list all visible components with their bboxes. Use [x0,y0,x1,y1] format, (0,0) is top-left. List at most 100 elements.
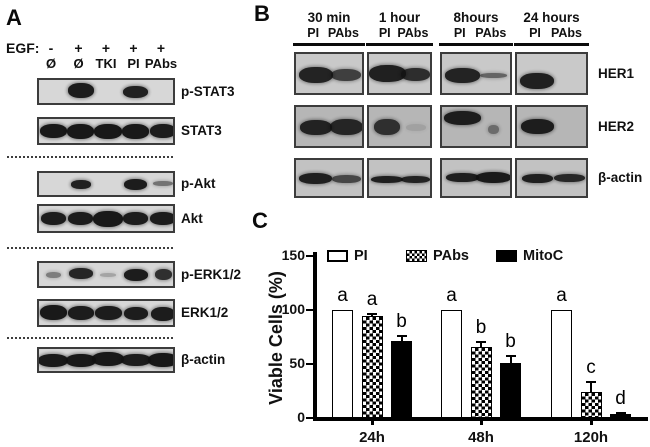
legend-label: PI [354,248,368,264]
blot-band [401,175,430,183]
blot-label: HER2 [598,118,635,134]
bar-mitoc-120h [610,413,631,418]
blot-band [476,171,510,183]
blot-band [70,179,91,189]
lane-label: PI [307,26,320,40]
y-tick [306,416,313,419]
error-bar-cap [367,313,377,316]
blot-band [94,306,122,320]
blot-band [554,174,586,182]
legend-swatch-pi [327,250,348,262]
error-bar-cap [476,341,486,344]
legend-label: MitoC [523,248,564,264]
lane-label: PI [127,56,140,71]
lane-label: PAbs [327,26,359,40]
blot-band [443,110,481,125]
blot-band [93,210,123,227]
lane-label: PAbs [397,26,429,40]
section-divider [7,247,173,249]
error-bar-cap [615,411,626,414]
panel-c-label: C [252,208,268,233]
sig-letter: b [505,331,516,353]
blot-band [120,354,151,366]
blot-band [39,353,68,367]
blot-band [445,172,479,182]
error-bar-cap [586,381,596,384]
x-category-label: 120h [573,429,609,446]
blot-label: p-Akt [181,176,216,191]
blot-band [123,85,148,98]
error-bar-line [509,356,512,368]
lane-label: TKI [95,56,117,71]
blot-box [37,261,175,288]
blot-band [331,175,361,183]
blot-band [154,269,172,280]
blot-band [150,124,173,138]
blot-box [37,299,175,327]
blot-box [37,171,175,197]
blot-box [367,158,432,198]
lane-header: PI PAbs [439,26,513,46]
section-divider [7,156,173,158]
bar-mitoc-48h [500,362,521,418]
section-divider [7,337,173,339]
lane-label: PI [453,26,466,40]
blot-box [515,105,588,148]
blot-band [369,65,406,82]
blot-band [520,119,554,134]
blot-band [374,118,401,135]
blot-band [45,271,61,278]
blot-box [294,52,364,95]
blot-band [151,307,173,321]
blot-label: β-actin [181,352,226,367]
sig-letter: a [366,289,378,311]
bar-pi-48h [441,310,462,418]
blot-band [100,272,116,277]
egf-sign: + [156,40,166,56]
error-bar-cap [396,334,407,337]
sig-letter: a [337,285,348,306]
bar-pi-24h [332,310,353,418]
sig-letter: a [446,285,457,306]
blot-band [521,173,553,183]
y-tick [306,362,313,365]
time-label: 24 hours [523,10,580,25]
blot-band [480,73,508,78]
blot-box [515,158,588,198]
blot-box [440,158,512,198]
blot-band [371,175,404,183]
blot-box [37,347,175,373]
blot-band [68,268,93,279]
blot-band [123,268,148,281]
y-axis-title: Viable Cells (%) [266,271,286,405]
egf-sign: - [48,40,54,56]
y-tick-label: 0 [297,409,305,425]
blot-band [124,178,147,190]
x-tick [480,420,483,425]
blot-band [329,118,362,135]
sig-letter: b [396,310,407,332]
legend-swatch-mitoc [496,250,517,262]
blot-box [440,52,512,95]
blot-label: HER1 [598,65,635,81]
blot-label: Akt [181,210,203,226]
blot-band [123,212,148,225]
egf-sign: + [74,40,83,56]
blot-band [299,172,333,184]
blot-band [123,306,148,320]
egf-row-label: EGF: [6,40,40,56]
error-bar-line [400,335,403,347]
blot-label: β-actin [598,170,643,185]
blot-box [37,204,175,233]
lane-label: Ø [73,56,84,71]
blot-box [37,117,175,145]
blot-band [39,124,67,138]
egf-sign: + [129,40,138,56]
blot-band [150,212,173,225]
error-bar-cap [505,355,516,358]
blot-band [67,83,94,98]
y-tick-label: 150 [281,247,305,263]
blot-band [488,125,500,134]
lane-label: Ø [45,56,57,71]
